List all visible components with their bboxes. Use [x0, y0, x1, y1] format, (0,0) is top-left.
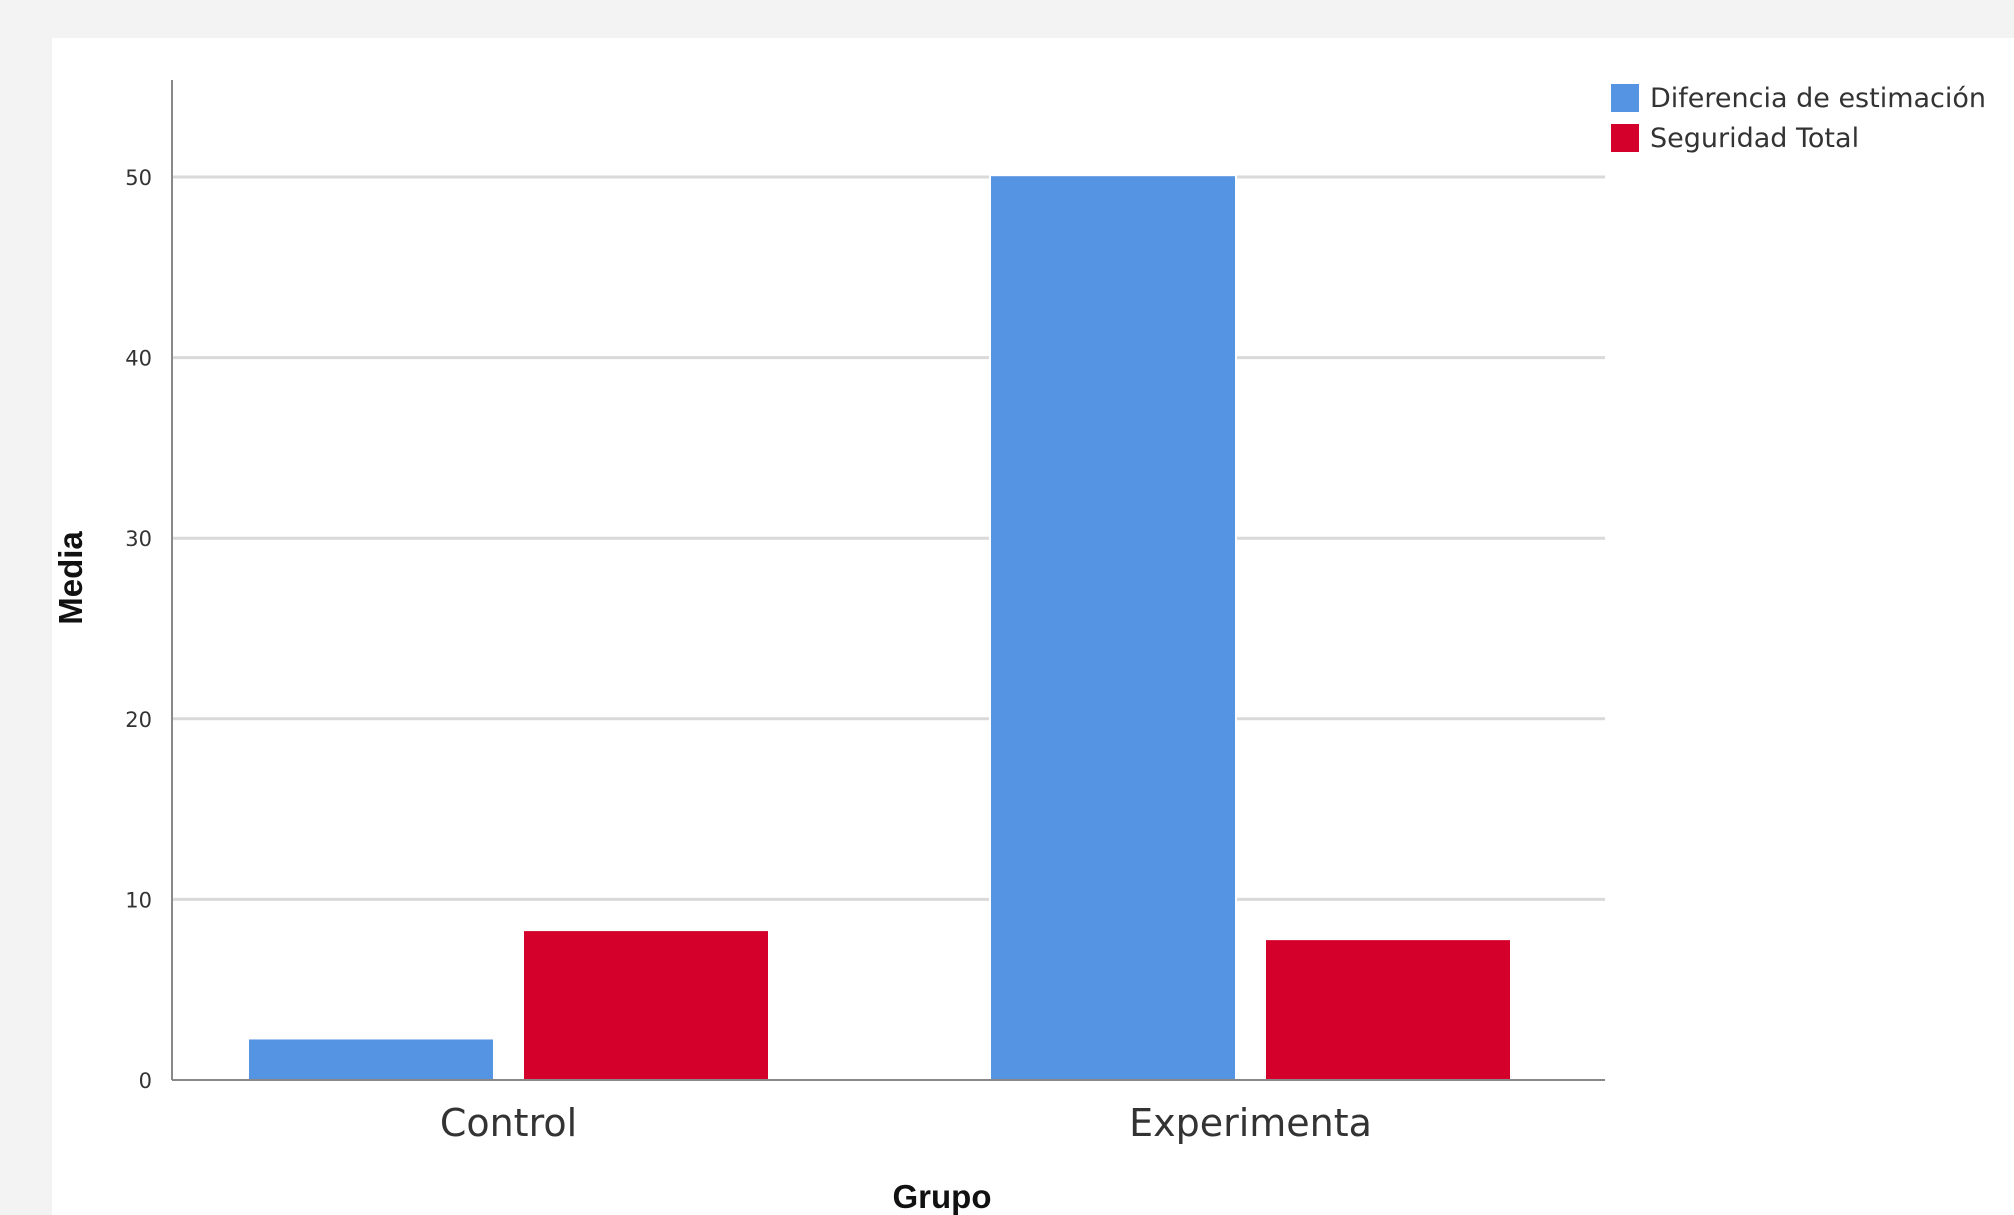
- chart-panel: 0 10 20 30 40 50 Control Experimenta Grupo Med…: [52, 38, 2014, 1215]
- y-tick-label-20: 20: [125, 708, 152, 732]
- bar-experimenta-series-2: [1264, 938, 1512, 1082]
- y-tick-labels: 0 10 20 30 40 50: [125, 166, 152, 1093]
- x-category-label-control: Control: [440, 1101, 577, 1145]
- x-category-label-experimenta: Experimenta: [1129, 1101, 1372, 1145]
- y-tick-label-30: 30: [125, 527, 152, 551]
- bars: [247, 174, 1512, 1082]
- legend-label-2: Seguridad Total: [1650, 123, 1859, 154]
- legend-swatch-2: [1611, 124, 1639, 152]
- bar-experimenta-series-1: [989, 174, 1237, 1082]
- y-tick-label-50: 50: [125, 166, 152, 190]
- y-tick-label-0: 0: [139, 1069, 152, 1093]
- y-tick-label-10: 10: [125, 888, 152, 912]
- x-category-labels: Control Experimenta: [440, 1101, 1372, 1145]
- bar-control-series-2: [522, 929, 770, 1081]
- legend: Diferencia de estimación Seguridad Total: [1611, 83, 1986, 154]
- bar-chart: 0 10 20 30 40 50 Control Experimenta Grupo Med…: [52, 80, 1986, 1215]
- gridlines: [172, 175, 1605, 901]
- legend-swatch-1: [1611, 84, 1639, 112]
- y-axis-title: Media: [52, 531, 89, 625]
- x-axis-title: Grupo: [893, 1178, 992, 1215]
- axes: [171, 80, 1605, 1081]
- bar-control-series-1: [247, 1037, 495, 1081]
- legend-label-1: Diferencia de estimación: [1650, 83, 1986, 114]
- y-tick-label-40: 40: [125, 347, 152, 371]
